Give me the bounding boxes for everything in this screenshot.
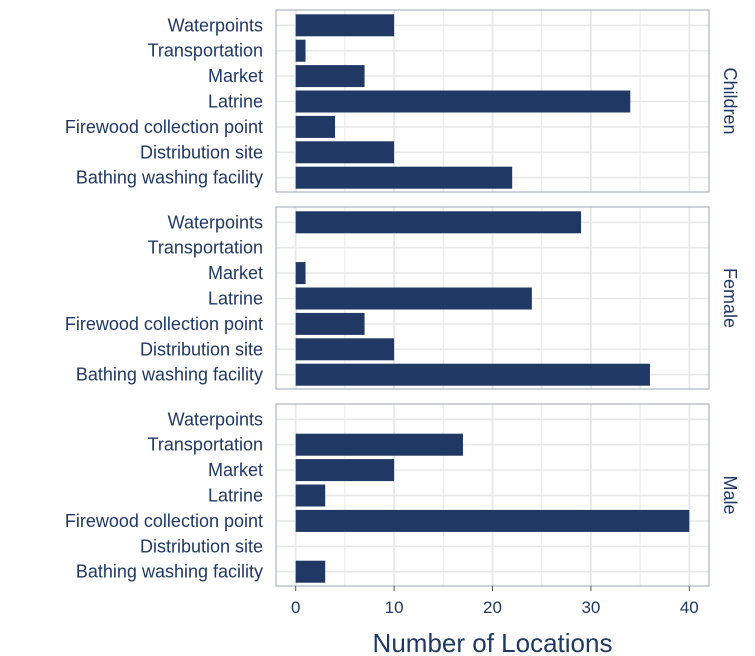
category-label-transportation: Transportation <box>148 238 263 258</box>
facet-panels: Waterpoints Transportation Market Latrine Fi… <box>65 9 740 587</box>
x-tick-label: 30 <box>581 598 600 617</box>
facet-label-male: Male <box>720 475 740 514</box>
bar-male-market <box>295 459 395 482</box>
bar-male-latrine <box>295 484 326 507</box>
facet-label-children: Children <box>720 67 740 134</box>
bar-female-latrine <box>295 287 532 310</box>
category-label-transportation: Transportation <box>148 41 263 61</box>
x-axis-title: Number of Locations <box>373 628 613 656</box>
category-label-latrine: Latrine <box>208 92 263 112</box>
facet-panel-male: Waterpoints Transportation Market Latrine Fi… <box>65 403 740 587</box>
category-label-firewood-collection-point: Firewood collection point <box>65 117 263 137</box>
bar-children-transportation <box>295 39 306 62</box>
category-label-latrine: Latrine <box>208 289 263 309</box>
bar-female-bathing-washing-facility <box>295 363 650 386</box>
bar-children-distribution-site <box>295 141 395 164</box>
bar-female-distribution-site <box>295 338 395 361</box>
category-label-transportation: Transportation <box>148 435 263 455</box>
bar-children-market <box>295 65 365 88</box>
category-label-firewood-collection-point: Firewood collection point <box>65 314 263 334</box>
category-label-waterpoints: Waterpoints <box>168 409 263 429</box>
bar-children-bathing-washing-facility <box>295 166 513 189</box>
category-label-waterpoints: Waterpoints <box>168 15 263 35</box>
category-label-market: Market <box>208 66 263 86</box>
category-label-bathing-washing-facility: Bathing washing facility <box>76 365 263 385</box>
category-label-distribution-site: Distribution site <box>140 142 263 162</box>
x-tick-label: 40 <box>680 598 699 617</box>
bar-children-waterpoints <box>295 14 395 37</box>
facet-label-female: Female <box>720 268 740 328</box>
facet-panel-children: Waterpoints Transportation Market Latrine Fi… <box>65 9 740 193</box>
x-tick-label: 10 <box>385 598 404 617</box>
x-tick-label: 0 <box>291 598 300 617</box>
bar-children-firewood-collection-point <box>295 115 336 138</box>
category-label-market: Market <box>208 460 263 480</box>
bar-male-bathing-washing-facility <box>295 560 326 583</box>
facet-panel-female: Waterpoints Transportation Market Latrine Fi… <box>65 206 740 390</box>
bar-female-firewood-collection-point <box>295 312 365 335</box>
bar-female-waterpoints <box>295 211 582 234</box>
x-tick-label: 20 <box>483 598 502 617</box>
category-label-distribution-site: Distribution site <box>140 339 263 359</box>
category-label-latrine: Latrine <box>208 486 263 506</box>
bar-female-market <box>295 262 306 285</box>
category-label-market: Market <box>208 263 263 283</box>
x-axis: 0 10 20 30 40 <box>291 586 699 617</box>
category-label-distribution-site: Distribution site <box>140 536 263 556</box>
category-label-waterpoints: Waterpoints <box>168 212 263 232</box>
panel-border <box>275 9 710 193</box>
bar-male-firewood-collection-point <box>295 509 690 532</box>
panel-border <box>275 206 710 390</box>
bar-children-latrine <box>295 90 631 113</box>
category-label-bathing-washing-facility: Bathing washing facility <box>76 168 263 188</box>
bar-male-transportation <box>295 433 463 456</box>
category-label-bathing-washing-facility: Bathing washing facility <box>76 562 263 582</box>
category-label-firewood-collection-point: Firewood collection point <box>65 511 263 531</box>
